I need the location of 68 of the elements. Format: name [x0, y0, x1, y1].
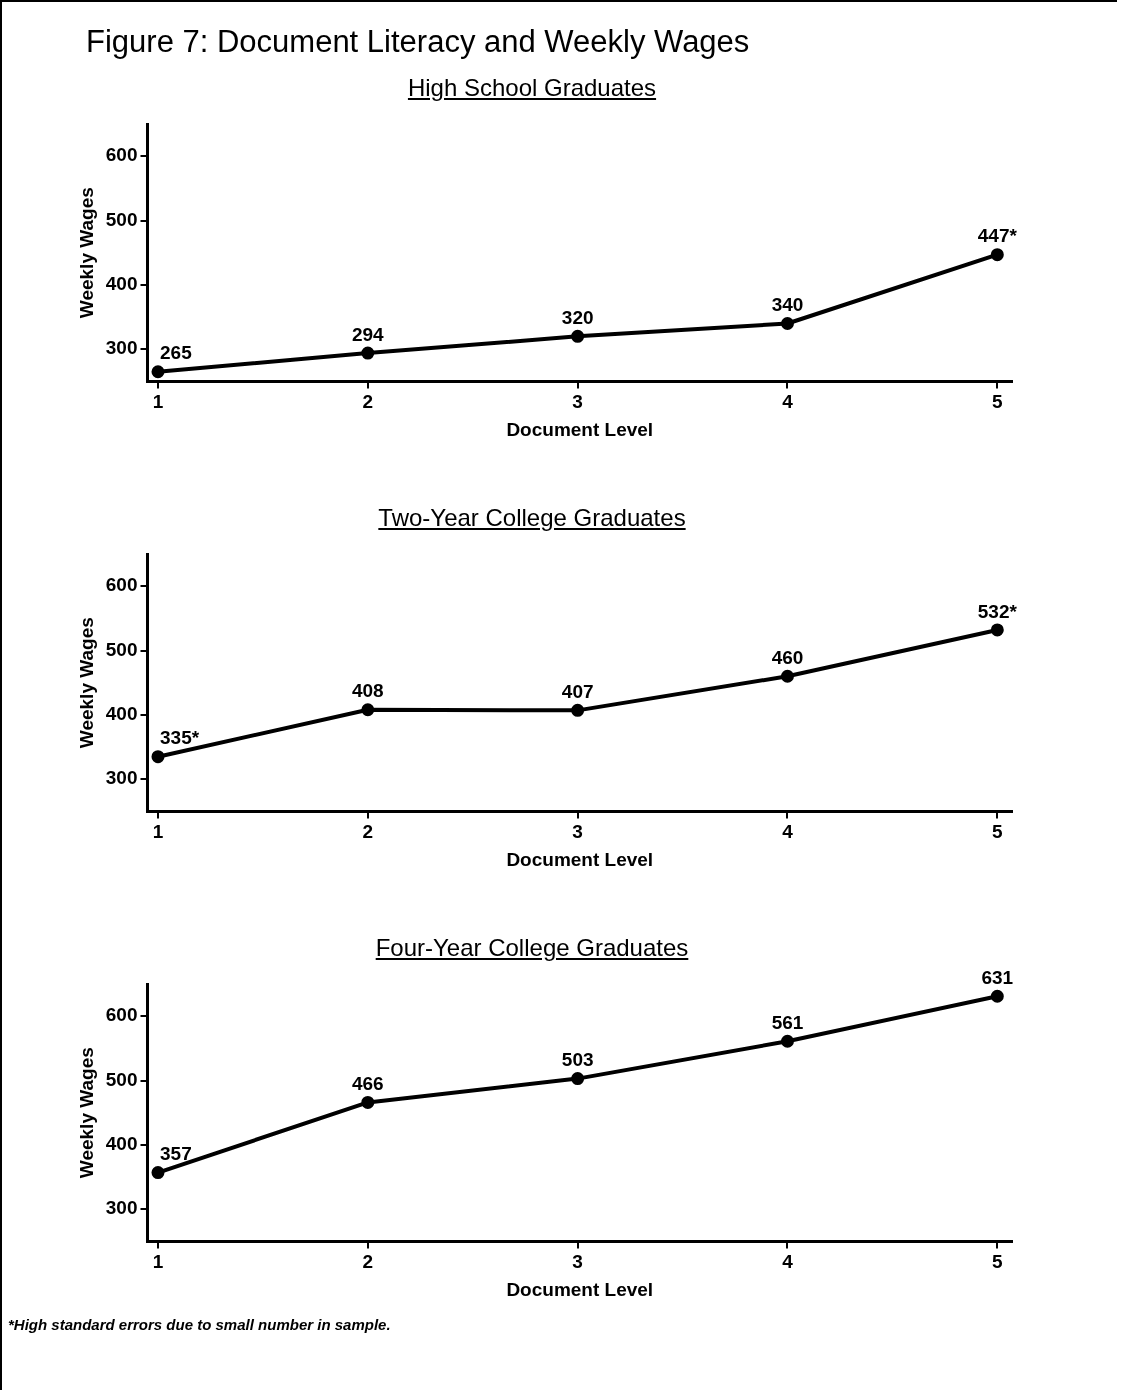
y-tick-label: 600	[105, 1004, 138, 1026]
x-axis-title: Document Level	[506, 848, 654, 870]
x-tick-label: 1	[152, 391, 164, 413]
chart-title: Figure 7: Document Literacy and Weekly Wages	[85, 23, 751, 61]
x-tick-label: 5	[992, 821, 1004, 843]
point	[780, 1034, 794, 1048]
x-tick-label: 4	[782, 1251, 794, 1273]
data-label: 561	[771, 1012, 804, 1034]
y-tick-label: 600	[105, 574, 138, 596]
point	[151, 750, 165, 764]
data-label: 294	[351, 323, 385, 345]
data-label: 631	[981, 966, 1014, 988]
data-label: 265	[159, 342, 193, 364]
point	[571, 703, 585, 717]
y-tick-label: 300	[105, 767, 138, 789]
data-label: 335*	[159, 727, 200, 749]
y-axis-title: Weekly Wages	[75, 617, 97, 749]
data-label: 408	[351, 680, 384, 702]
x-tick-label: 2	[362, 391, 374, 413]
point	[990, 248, 1004, 262]
y-tick-label: 500	[105, 208, 138, 230]
chart-subtitle: High School Graduates	[406, 74, 658, 103]
y-axis-title: Weekly Wages	[75, 1047, 97, 1179]
point	[780, 316, 794, 330]
point	[151, 1166, 165, 1180]
x-tick-label: 3	[572, 1251, 583, 1273]
data-label: 503	[561, 1049, 594, 1071]
data-label: 460	[771, 647, 804, 668]
x-tick-label: 3	[572, 821, 583, 843]
x-tick-label: 1	[152, 821, 164, 843]
y-tick-label: 400	[105, 273, 138, 295]
y-tick-label: 400	[105, 703, 138, 725]
data-label: 407	[561, 681, 594, 703]
x-tick-label: 5	[992, 391, 1004, 413]
x-tick-label: 5	[992, 1251, 1004, 1273]
x-axis-title: Document Level	[506, 1278, 654, 1300]
text: *High standard errors due to small number in sample.	[7, 1316, 392, 1333]
y-tick-label: 600	[105, 144, 138, 166]
x-tick-label: 4	[782, 821, 794, 843]
point	[361, 346, 375, 360]
data-label: 320	[561, 307, 594, 329]
data-label: 532*	[977, 600, 1018, 622]
point	[151, 365, 165, 379]
data-label: 447*	[977, 225, 1018, 247]
y-tick-label: 500	[105, 1068, 138, 1090]
point	[361, 703, 375, 717]
x-tick-label: 2	[362, 821, 374, 843]
y-tick-label: 400	[105, 1133, 138, 1155]
y-axis-title: Weekly Wages	[75, 187, 97, 319]
y-tick-label: 300	[105, 1197, 138, 1219]
point	[361, 1095, 375, 1109]
data-label: 357	[159, 1143, 192, 1165]
x-axis-title: Document Level	[506, 418, 654, 440]
x-tick-label: 4	[782, 391, 794, 413]
chart-title: Two-Year College Graduates	[377, 504, 687, 533]
y-tick-label: 300	[105, 337, 138, 359]
x-tick-label: 1	[152, 1251, 164, 1273]
point	[571, 329, 585, 343]
chart-title: Four-Year College Graduates	[374, 934, 690, 963]
x-tick-label: 2	[362, 1251, 374, 1273]
point	[990, 989, 1004, 1003]
y-tick-label: 500	[105, 638, 138, 660]
x-tick-label: 3	[572, 391, 583, 413]
data-label: 466	[351, 1073, 384, 1095]
point	[571, 1072, 585, 1086]
data-label: 340	[771, 294, 804, 316]
point	[990, 623, 1004, 637]
point	[780, 669, 794, 683]
